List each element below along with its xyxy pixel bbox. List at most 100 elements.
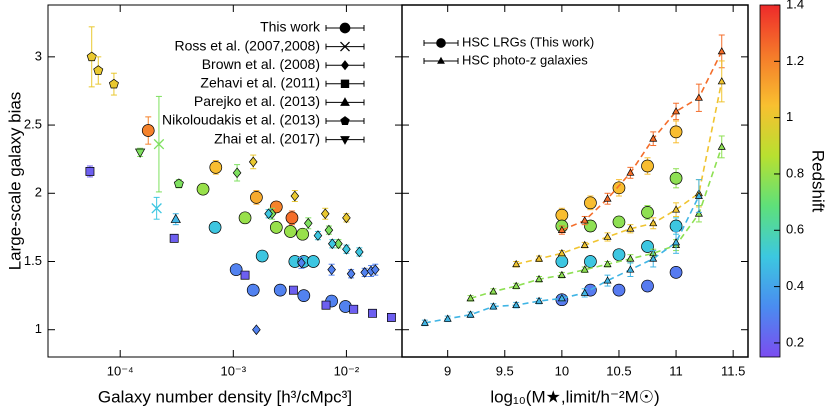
legend-label: Nikoloudakis et al. (2013) [162,112,320,128]
data-point [296,227,309,241]
data-point [153,138,165,150]
x-tick-label: 10⁻² [334,363,360,378]
data-point [86,51,97,62]
y-tick-label: 3 [35,48,42,63]
data-point [229,263,243,277]
data-point [603,194,612,202]
colorbar-label: Redshift [809,150,828,213]
data-point [297,257,306,269]
data-point [672,238,681,246]
data-point [255,249,269,263]
data-point [512,281,521,289]
legend-label: HSC photo-z galaxies [462,52,588,67]
data-point [284,225,297,238]
data-point [512,300,521,309]
data-point [209,161,223,174]
x-tick-label: 9 [444,363,451,378]
data-point [313,230,323,241]
data-point [694,93,703,101]
data-point [555,255,569,268]
legend-label: HSC LRGs (This work) [462,34,594,49]
data-point [269,200,283,214]
data-point [346,268,356,280]
legend-marker [339,22,351,34]
data-point [669,171,683,185]
data-point [232,167,242,179]
data-point [626,224,635,232]
data-point [349,304,359,314]
legend-marker [340,79,350,88]
data-point [208,221,222,234]
data-point [603,259,612,268]
colorbar [759,4,781,358]
data-point [612,181,626,195]
data-point [641,159,654,173]
data-point [269,221,283,234]
data-point [324,224,334,236]
data-point [151,203,162,214]
data-point [649,254,658,262]
data-point [489,287,498,295]
data-point [512,259,521,268]
data-point [342,212,351,224]
legend-label: Zhai et al. (2017) [214,130,320,146]
data-point [387,313,396,322]
x-tick-label: 11.5 [721,363,745,378]
data-point [466,310,475,318]
data-point [85,167,95,176]
legend-label: Brown et al. (2008) [202,56,320,72]
data-point [321,300,331,310]
data-point [717,47,726,55]
data-point [584,196,597,210]
x-tick-label: 10⁻³ [220,363,246,378]
data-point [134,148,146,158]
colorbar-tick-label: 1 [786,109,793,124]
x-tick-label: 9.5 [496,363,514,378]
data-point [264,208,273,220]
right-frame [401,4,749,358]
colorbar-tick-label: 1.4 [786,0,804,11]
data-point [108,78,119,89]
data-point [603,276,612,284]
data-point [443,314,452,322]
data-point [535,296,544,304]
trend-line [470,146,723,300]
legend-marker [340,41,350,52]
x-axis-label: log₁₀(M★,limit/h⁻²M☉) [490,387,659,406]
data-point [555,208,569,222]
data-point [320,208,330,220]
data-point [355,246,364,258]
legend-label: Ross et al. (2007,2008) [174,37,320,53]
data-point [368,308,377,318]
data-point [641,279,654,293]
data-point [248,156,258,168]
data-point [669,219,683,233]
data-point [535,274,544,283]
data-point [420,318,429,326]
data-point [649,218,658,227]
data-point [196,182,210,196]
colorbar-tick-label: 0.8 [786,165,804,180]
legend-label: This work [260,19,321,35]
data-point [328,238,337,250]
x-tick-label: 10.5 [606,363,631,378]
data-point [584,255,597,268]
legend-marker [340,97,350,106]
data-point [557,225,566,233]
data-point [580,265,589,273]
legend-marker [340,136,350,145]
data-point [612,283,626,297]
data-point [612,248,626,262]
data-point [371,264,380,276]
data-point [360,267,369,278]
data-point [327,264,336,276]
data-point [626,168,635,176]
legend-marker [340,116,350,125]
data-point [93,65,104,75]
x-tick-label: 11 [669,363,683,378]
data-point [489,302,498,310]
colorbar-tick-label: 0.2 [786,334,804,349]
colorbar-tick-label: 1.2 [786,53,804,68]
data-point [603,232,612,240]
